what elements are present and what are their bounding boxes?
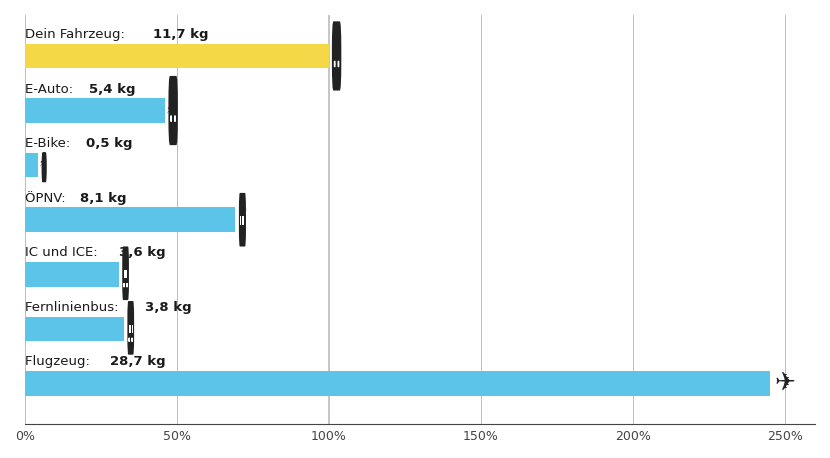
Bar <box>125 270 126 278</box>
Text: ✈: ✈ <box>775 371 796 396</box>
Text: Dein Fahrzeug:: Dein Fahrzeug: <box>25 28 129 41</box>
Bar <box>25 98 165 123</box>
FancyBboxPatch shape <box>332 22 341 91</box>
Bar <box>25 262 119 287</box>
Text: 0,5 kg: 0,5 kg <box>85 137 132 150</box>
Text: 5,4 kg: 5,4 kg <box>90 82 136 96</box>
Text: ÖPNV:: ÖPNV: <box>25 192 70 205</box>
Text: E-Bike:: E-Bike: <box>25 137 75 150</box>
Text: E-Auto:: E-Auto: <box>25 82 77 96</box>
Text: 28,7 kg: 28,7 kg <box>110 355 165 369</box>
Text: Fernlinienbus:: Fernlinienbus: <box>25 301 123 314</box>
Bar <box>131 325 133 333</box>
Bar <box>25 44 329 68</box>
Bar <box>25 153 38 177</box>
Bar <box>25 207 235 232</box>
Text: ⚡: ⚡ <box>38 158 45 168</box>
Text: 3,6 kg: 3,6 kg <box>120 246 166 259</box>
Bar <box>25 371 770 396</box>
FancyBboxPatch shape <box>170 77 176 131</box>
Text: ⚡: ⚡ <box>164 105 173 115</box>
FancyBboxPatch shape <box>122 246 129 300</box>
Bar <box>126 270 128 278</box>
Text: Flugzeug:: Flugzeug: <box>25 355 94 369</box>
Text: 8,1 kg: 8,1 kg <box>81 192 127 205</box>
Bar <box>241 216 242 225</box>
Text: IC und ICE:: IC und ICE: <box>25 246 102 259</box>
Bar <box>130 325 131 333</box>
FancyBboxPatch shape <box>239 193 246 246</box>
Bar <box>242 216 243 225</box>
FancyBboxPatch shape <box>127 301 134 354</box>
FancyBboxPatch shape <box>168 76 178 145</box>
Bar <box>243 216 244 225</box>
Bar <box>25 316 124 341</box>
FancyBboxPatch shape <box>334 22 339 77</box>
Text: 3,8 kg: 3,8 kg <box>145 301 192 314</box>
Bar <box>240 229 245 233</box>
Text: 11,7 kg: 11,7 kg <box>153 28 208 41</box>
